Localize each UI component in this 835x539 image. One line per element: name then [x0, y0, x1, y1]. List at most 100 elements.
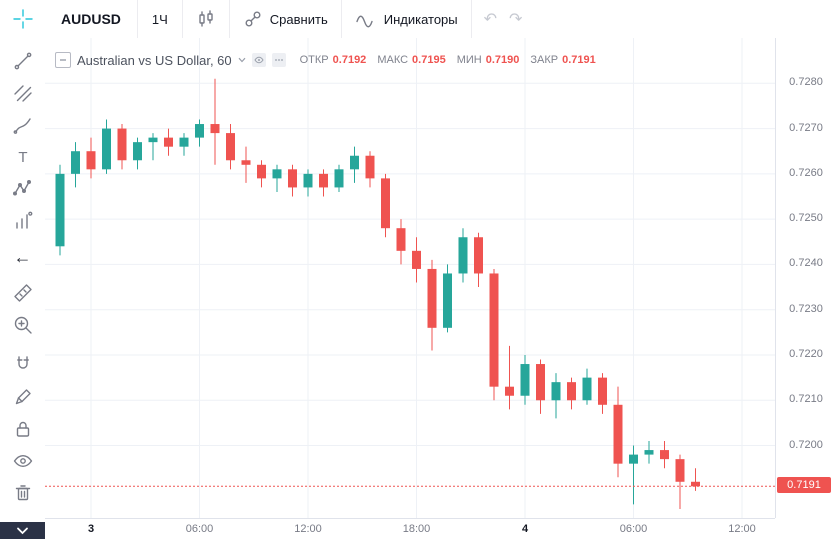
drawing-mode-tool-button[interactable] [8, 386, 38, 408]
eye-icon [254, 56, 264, 64]
price-axis-label: 0.7270 [789, 121, 823, 134]
legend-eye-button[interactable] [251, 53, 266, 67]
chart-pane: Australian vs US Dollar, 60 ОТКР 0.7192 М… [45, 38, 835, 539]
svg-text:T: T [18, 149, 27, 166]
candle-body [272, 169, 282, 179]
time-axis-label: 12:00 [294, 523, 322, 535]
magnet-tool-button[interactable] [8, 354, 38, 376]
candle-body [350, 155, 359, 170]
candle-body [582, 377, 592, 401]
candle-body [675, 459, 685, 482]
price-axis[interactable]: 0.7191 0.7280 0.7270 0.7260 0.7250 0.7240 0.7… [775, 38, 835, 518]
low-label: МИН [456, 54, 482, 66]
candle-body [210, 124, 220, 134]
high-value: 0.7195 [412, 54, 446, 66]
candle-body [102, 128, 111, 170]
candle-body [567, 382, 576, 401]
undo-button[interactable]: ↶ [483, 11, 498, 28]
low-value: 0.7190 [485, 54, 520, 66]
lock-icon [16, 421, 29, 437]
price-axis-label: 0.7210 [789, 393, 823, 406]
eye-icon [13, 455, 32, 467]
candle-body [458, 237, 468, 274]
zoom-in-tool-button[interactable] [8, 314, 38, 336]
candle-body [303, 173, 313, 188]
candle-body [365, 155, 375, 179]
forecast-icon [15, 211, 32, 229]
top-toolbar: AUDUSD 1Ч Сравнить Индикаторы ↶ ↷ [45, 0, 835, 39]
candle-body [381, 178, 390, 229]
pitchfork-icon [13, 85, 32, 102]
arrow-tool-button[interactable]: ← [8, 246, 38, 268]
time-axis[interactable]: 3 06:00 12:00 18:00 4 06:00 12:00 [45, 518, 775, 539]
interval-button[interactable]: 1Ч [151, 11, 168, 27]
magnet-icon [16, 356, 29, 369]
candle-body [55, 173, 65, 247]
toolbar-separator [136, 0, 138, 38]
candle-body [412, 250, 421, 269]
chart-style-button[interactable] [183, 0, 229, 38]
text-tool-button[interactable]: T [8, 146, 38, 168]
candle-body [443, 273, 452, 328]
toolbar-expand-button[interactable] [0, 522, 45, 539]
pitchfork-tool-button[interactable] [8, 82, 38, 104]
candle-body [195, 124, 204, 138]
legend-collapse-button[interactable] [55, 52, 71, 68]
candle-body [660, 450, 669, 460]
candle-body [117, 128, 127, 161]
price-axis-label: 0.7280 [789, 76, 823, 89]
trend-line-icon [14, 52, 31, 70]
compare-button[interactable]: Сравнить [230, 0, 341, 38]
trend-line-tool-button[interactable] [8, 50, 38, 72]
crosshair-tool-button[interactable] [8, 8, 38, 30]
chevron-down-icon [238, 57, 246, 63]
indicators-button[interactable]: Индикаторы [342, 0, 471, 38]
price-axis-label: 0.7230 [789, 302, 823, 315]
close-label: ЗАКР [530, 54, 559, 66]
legend-title[interactable]: Australian vs US Dollar, 60 [77, 52, 232, 68]
ruler-icon [13, 284, 32, 302]
dots-menu-icon [274, 59, 283, 61]
indicators-label: Индикаторы [383, 11, 458, 27]
candlestick-chart[interactable] [45, 38, 775, 518]
measure-tool-button[interactable] [8, 282, 38, 304]
indicators-wave-icon [356, 15, 373, 28]
remove-all-tool-button[interactable] [8, 482, 38, 504]
candle-body [288, 169, 297, 188]
drawing-toolbar: T ← [0, 0, 46, 539]
legend-menu-button[interactable] [271, 53, 286, 67]
price-axis-label: 0.7260 [789, 166, 823, 179]
time-axis-label: 18:00 [402, 523, 431, 535]
trash-icon [15, 485, 30, 501]
candle-body [613, 404, 623, 464]
pattern-tool-button[interactable] [8, 178, 38, 200]
candle-body [179, 137, 189, 147]
open-label: ОТКР [299, 54, 329, 66]
candle-body [629, 454, 638, 464]
candle-body [536, 364, 545, 401]
candle-body [551, 382, 561, 401]
compare-icon [245, 11, 261, 27]
candle-body [474, 237, 483, 274]
price-axis-label: 0.7200 [789, 438, 823, 451]
lock-all-tool-button[interactable] [8, 418, 38, 440]
chart-legend: Australian vs US Dollar, 60 ОТКР 0.7192 М… [55, 52, 596, 68]
forecast-tool-button[interactable] [8, 210, 38, 232]
crosshair-icon [12, 9, 33, 29]
compare-label: Сравнить [269, 11, 328, 27]
time-axis-label: 06:00 [185, 523, 214, 535]
close-value: 0.7191 [562, 54, 596, 66]
price-axis-label: 0.7250 [789, 212, 823, 225]
toolbar-separator [181, 0, 183, 38]
time-axis-label: 3 [87, 523, 95, 535]
time-axis-label: 4 [521, 523, 529, 535]
candle-body [71, 151, 80, 174]
open-value: 0.7192 [332, 54, 367, 66]
redo-button[interactable]: ↷ [509, 11, 523, 28]
candle-body [319, 173, 328, 188]
symbol-button[interactable]: AUDUSD [61, 11, 121, 27]
brush-tool-button[interactable] [8, 114, 38, 136]
toolbar-separator [340, 0, 342, 38]
hide-all-tool-button[interactable] [8, 450, 38, 472]
